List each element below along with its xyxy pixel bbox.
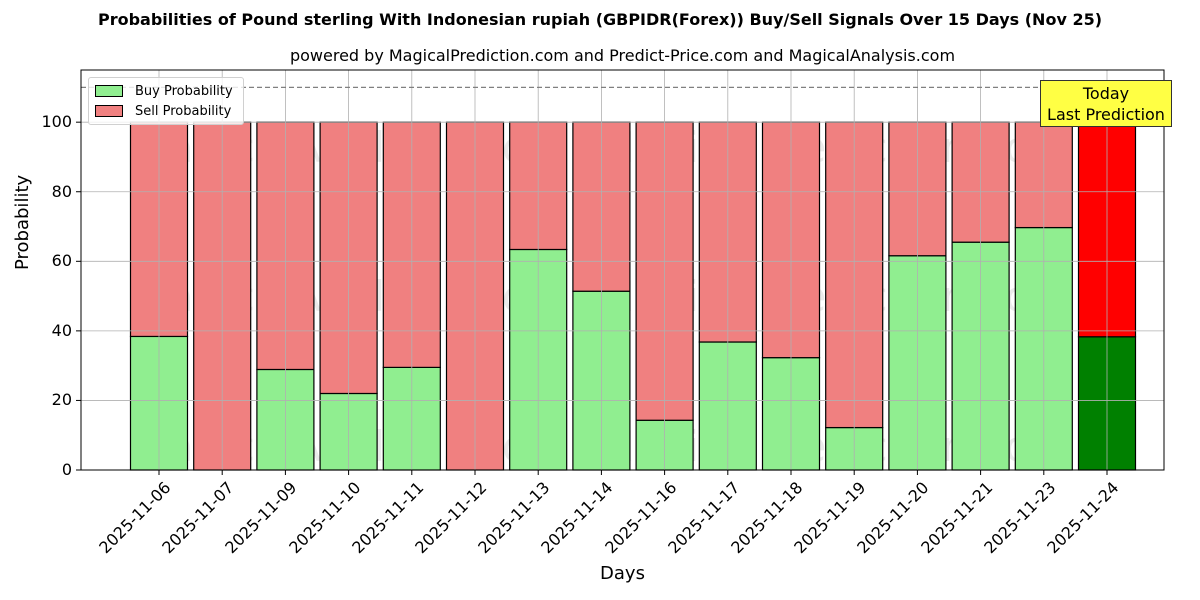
y-tick-label: 100 [41,112,72,132]
legend-item-buy: Buy Probability [95,83,233,99]
x-axis-label: Days [600,563,645,584]
y-tick-label: 60 [51,251,72,271]
plot-frame [80,69,1165,471]
legend-sell-label: Sell Probability [135,103,232,119]
annotation-line2: Last Prediction [1047,105,1165,124]
legend-item-sell: Sell Probability [95,103,231,119]
y-tick-label: 0 [61,460,72,479]
y-tick-label: 40 [51,320,72,340]
sell-swatch-icon [95,105,123,117]
y-tick-label: 80 [51,181,72,201]
annotation-line1: Today [1082,84,1130,103]
y-tick-label: 20 [51,390,72,410]
chart-subtitle: powered by MagicalPrediction.com and Pre… [289,46,956,65]
chart-title: Probabilities of Pound sterling With Ind… [97,10,1103,29]
legend-buy-label: Buy Probability [135,83,233,99]
buy-swatch-icon [95,85,123,97]
legend: Buy Probability Sell Probability [88,77,244,125]
today-annotation: Today Last Prediction [1040,80,1172,127]
